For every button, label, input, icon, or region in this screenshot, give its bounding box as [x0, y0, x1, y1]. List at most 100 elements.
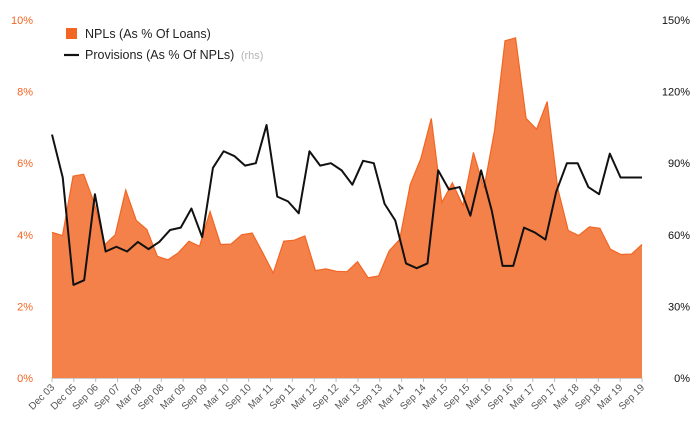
npl-point-28[interactable]	[344, 269, 350, 275]
npl-point-40[interactable]	[470, 149, 476, 155]
provisions-point-4[interactable]	[92, 191, 98, 197]
provisions-point-49[interactable]	[575, 160, 581, 166]
npl-point-19[interactable]	[249, 230, 255, 236]
provisions-point-0[interactable]	[49, 132, 55, 138]
npl-point-49[interactable]	[565, 228, 571, 234]
provisions-point-18[interactable]	[242, 163, 248, 169]
provisions-point-38[interactable]	[457, 184, 463, 190]
provisions-point-45[interactable]	[532, 229, 538, 235]
npl-point-43[interactable]	[502, 38, 508, 44]
provisions-point-39[interactable]	[467, 213, 473, 219]
npl-point-46[interactable]	[534, 126, 540, 132]
provisions-point-29[interactable]	[360, 158, 366, 164]
provisions-point-11[interactable]	[167, 227, 173, 233]
npl-point-35[interactable]	[418, 156, 424, 162]
provisions-point-50[interactable]	[585, 184, 591, 190]
provisions-point-9[interactable]	[146, 246, 152, 252]
npl-point-2[interactable]	[70, 173, 76, 179]
provisions-point-27[interactable]	[339, 167, 345, 173]
provisions-point-31[interactable]	[382, 201, 388, 207]
provisions-point-44[interactable]	[521, 225, 527, 231]
provisions-point-5[interactable]	[103, 249, 109, 255]
npl-point-42[interactable]	[492, 128, 498, 134]
npl-point-38[interactable]	[449, 180, 455, 186]
npl-point-44[interactable]	[513, 35, 519, 41]
npl-point-16[interactable]	[218, 241, 224, 247]
npl-point-37[interactable]	[439, 200, 445, 206]
provisions-point-43[interactable]	[510, 263, 516, 269]
npl-point-24[interactable]	[302, 233, 308, 239]
provisions-point-52[interactable]	[607, 151, 613, 157]
provisions-point-3[interactable]	[81, 277, 87, 283]
npl-point-10[interactable]	[154, 253, 160, 259]
provisions-point-32[interactable]	[392, 217, 398, 223]
npl-point-0[interactable]	[49, 229, 55, 235]
provisions-point-1[interactable]	[60, 175, 66, 181]
npl-point-34[interactable]	[407, 182, 413, 188]
provisions-point-26[interactable]	[328, 160, 334, 166]
npl-point-52[interactable]	[597, 225, 603, 231]
npl-point-27[interactable]	[333, 268, 339, 274]
npl-point-29[interactable]	[355, 259, 361, 265]
provisions-point-28[interactable]	[349, 182, 355, 188]
provisions-point-13[interactable]	[188, 206, 194, 212]
npl-point-14[interactable]	[197, 243, 203, 249]
provisions-point-19[interactable]	[253, 160, 259, 166]
npl-point-51[interactable]	[586, 224, 592, 230]
provisions-point-22[interactable]	[285, 198, 291, 204]
npl-point-11[interactable]	[165, 257, 171, 263]
provisions-point-36[interactable]	[435, 167, 441, 173]
provisions-point-30[interactable]	[371, 160, 377, 166]
npl-point-3[interactable]	[81, 171, 87, 177]
provisions-point-47[interactable]	[553, 189, 559, 195]
provisions-point-10[interactable]	[156, 239, 162, 245]
provisions-point-41[interactable]	[489, 208, 495, 214]
provisions-point-6[interactable]	[113, 244, 119, 250]
provisions-point-55[interactable]	[639, 175, 645, 181]
provisions-point-14[interactable]	[199, 234, 205, 240]
provisions-point-25[interactable]	[317, 163, 323, 169]
npl-point-45[interactable]	[523, 115, 529, 121]
npl-point-17[interactable]	[228, 241, 234, 247]
provisions-point-48[interactable]	[564, 160, 570, 166]
provisions-point-54[interactable]	[628, 175, 634, 181]
npl-point-22[interactable]	[281, 238, 287, 244]
npl-point-47[interactable]	[544, 99, 550, 105]
provisions-point-34[interactable]	[414, 265, 420, 271]
provisions-point-51[interactable]	[596, 191, 602, 197]
npl-point-30[interactable]	[365, 275, 371, 281]
provisions-point-7[interactable]	[124, 249, 130, 255]
provisions-point-2[interactable]	[70, 282, 76, 288]
npl-point-18[interactable]	[239, 232, 245, 238]
npl-point-23[interactable]	[291, 237, 297, 243]
npl-point-54[interactable]	[618, 251, 624, 257]
provisions-point-16[interactable]	[221, 148, 227, 154]
npl-point-50[interactable]	[576, 233, 582, 239]
provisions-point-17[interactable]	[231, 153, 237, 159]
legend-item-provisions[interactable]: Provisions (As % Of NPLs) (rhs)	[64, 48, 263, 62]
provisions-point-20[interactable]	[264, 122, 270, 128]
provisions-point-24[interactable]	[306, 148, 312, 154]
legend-item-npls[interactable]: NPLs (As % Of Loans)	[66, 27, 211, 41]
provisions-point-23[interactable]	[296, 210, 302, 216]
provisions-point-46[interactable]	[542, 237, 548, 243]
npl-point-36[interactable]	[428, 115, 434, 121]
provisions-point-42[interactable]	[500, 263, 506, 269]
npl-point-21[interactable]	[270, 270, 276, 276]
npl-point-7[interactable]	[123, 187, 129, 193]
npl-point-56[interactable]	[639, 241, 645, 247]
npl-point-15[interactable]	[207, 209, 213, 215]
provisions-point-33[interactable]	[403, 260, 409, 266]
npl-point-6[interactable]	[112, 232, 118, 238]
npl-point-26[interactable]	[323, 266, 329, 272]
npl-point-55[interactable]	[628, 251, 634, 257]
npl-point-9[interactable]	[144, 226, 150, 232]
npl-point-1[interactable]	[60, 233, 66, 239]
provisions-point-35[interactable]	[424, 260, 430, 266]
provisions-point-21[interactable]	[274, 194, 280, 200]
provisions-point-37[interactable]	[446, 186, 452, 192]
npl-point-31[interactable]	[376, 273, 382, 279]
npl-point-8[interactable]	[133, 217, 139, 223]
npl-point-12[interactable]	[175, 250, 181, 256]
npl-point-13[interactable]	[186, 238, 192, 244]
